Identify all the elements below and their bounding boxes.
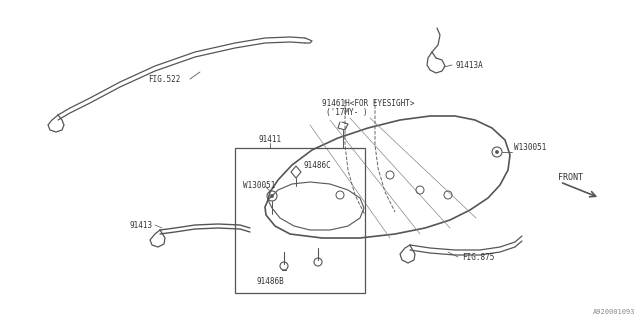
Circle shape bbox=[271, 195, 273, 197]
Circle shape bbox=[495, 150, 499, 154]
Text: FIG.875: FIG.875 bbox=[462, 253, 494, 262]
Text: FRONT: FRONT bbox=[558, 173, 583, 182]
Text: 91486C: 91486C bbox=[304, 161, 332, 170]
Text: W130051: W130051 bbox=[243, 180, 275, 189]
Text: 91486B: 91486B bbox=[256, 277, 284, 286]
Text: ('17MY- ): ('17MY- ) bbox=[326, 108, 367, 117]
Text: W130051: W130051 bbox=[514, 143, 547, 153]
Text: 91413: 91413 bbox=[130, 220, 153, 229]
Text: 91461H<FOR EYESIGHT>: 91461H<FOR EYESIGHT> bbox=[322, 99, 415, 108]
Bar bbox=[235, 148, 365, 293]
Text: 91411: 91411 bbox=[259, 135, 282, 145]
Text: FIG.522: FIG.522 bbox=[148, 76, 180, 84]
Text: A920001093: A920001093 bbox=[593, 309, 635, 315]
Text: 91413A: 91413A bbox=[455, 60, 483, 69]
